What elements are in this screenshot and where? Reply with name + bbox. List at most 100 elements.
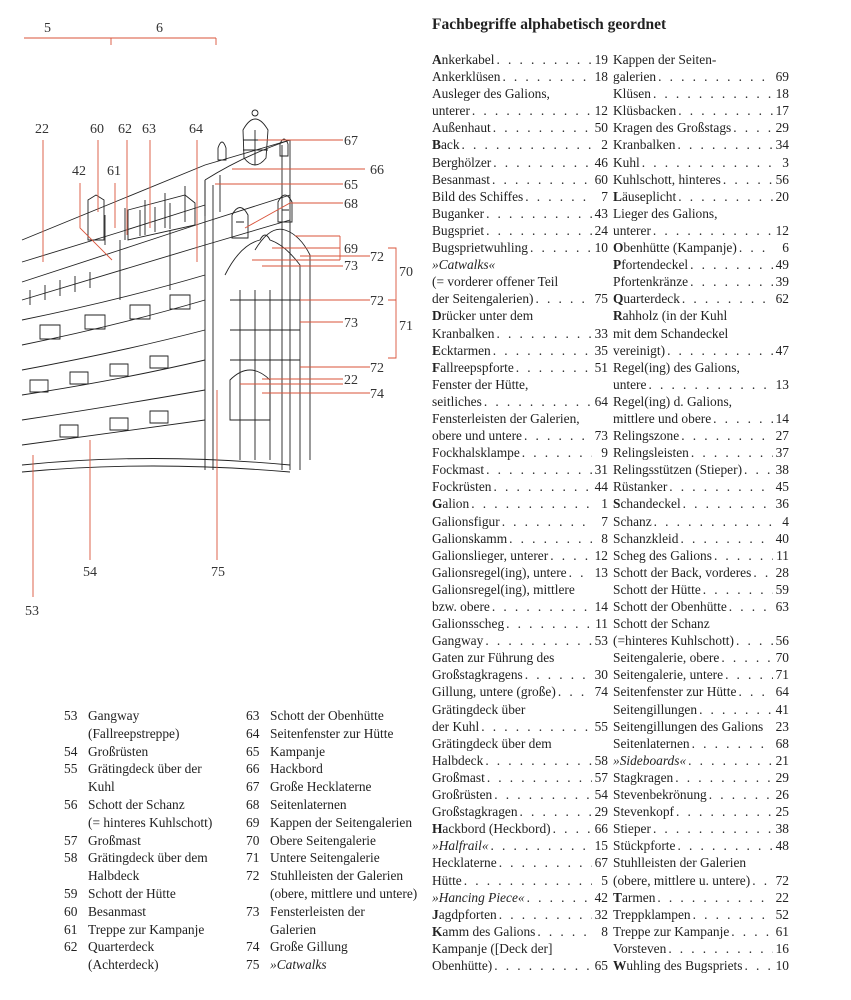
dot-leader <box>485 632 592 649</box>
dot-leader <box>725 666 773 683</box>
legend-text: Untere Seitengalerie <box>270 850 380 866</box>
glossary-entry-line: Großstagkragen 29 <box>432 803 608 820</box>
entry-term: Obenhütte (Kampanje) <box>613 240 737 256</box>
legend-item: 74 Große Gillung <box>246 938 436 956</box>
entry-number: 20 <box>775 188 789 204</box>
entry-term: (= vorderer offener Teil <box>432 274 559 290</box>
label-63: 63 <box>142 122 156 137</box>
entry-term: Berghölzer <box>432 154 492 170</box>
dot-leader <box>736 632 773 649</box>
glossary-entry-line: Schanzkleid 40 <box>613 530 789 547</box>
legend-item: (= hinteres Kuhlschott) <box>64 814 244 832</box>
label-73: 73 <box>344 259 358 274</box>
glossary-entry-line: Besanmast 60 <box>432 171 608 188</box>
entry-number: 29 <box>594 804 608 820</box>
entry-number: 67 <box>594 855 608 871</box>
entry-term: Gillung, untere (große) <box>432 684 556 700</box>
glossary-entry-line: Bugsprietwuhling 10 <box>432 239 608 256</box>
legend-number <box>64 814 88 832</box>
entry-number: 10 <box>594 240 608 256</box>
entry-number: 14 <box>594 599 608 614</box>
entry-term: Galionsregel(ing), mittlere <box>432 581 575 597</box>
glossary-entry-line: Stieper 38 <box>613 820 789 837</box>
legend-number: 68 <box>246 796 260 812</box>
legend-number: 69 <box>246 814 260 830</box>
entry-number: 7 <box>601 188 608 204</box>
entry-number: 7 <box>601 513 608 529</box>
glossary-entry-line: Kragen des Großstags 29 <box>613 119 789 136</box>
dot-leader <box>527 889 592 906</box>
glossary-entry-line: Kranbalken 34 <box>613 136 789 153</box>
entry-term: Rahholz (in der Kuhl <box>613 308 728 324</box>
entry-number: 64 <box>775 684 789 700</box>
glossary-entry-line: (=hinteres Kuhlschott) 56 <box>613 632 789 649</box>
glossary-entry-line: Gangway 53 <box>432 632 608 649</box>
entry-initial: H <box>432 821 443 837</box>
glossary-entry-line: Gillung, untere (große) 74 <box>432 683 608 700</box>
dot-leader <box>536 290 593 307</box>
glossary-entry-line: Läuseplicht 20 <box>613 188 789 205</box>
entry-term: Bugspriet <box>432 222 485 238</box>
entry-term: Hütte <box>432 872 462 888</box>
glossary-entry-line: galerien 69 <box>613 68 789 85</box>
glossary-entry-line: Schanz 4 <box>613 513 789 530</box>
entry-number: 1 <box>601 496 608 512</box>
glossary-entry-line: Pfortendeckel 49 <box>613 256 789 273</box>
glossary-entry-line: Stevenkopf 25 <box>613 803 789 820</box>
entry-term: Fockmast <box>432 462 485 478</box>
entry-number: 62 <box>775 291 789 307</box>
legend-number: 58 <box>64 850 78 866</box>
legend-number: 53 <box>64 708 78 723</box>
legend-item: 75 »Catwalks <box>246 956 436 974</box>
legend-text: Seitenlaternen <box>270 796 347 812</box>
legend-item: (obere, mittlere und untere) <box>246 885 436 903</box>
glossary-entry-line: vereinigt) 47 <box>613 342 789 359</box>
dot-leader <box>502 68 592 85</box>
legend-text: (Achterdeck) <box>88 957 159 973</box>
glossary-entry-line: Seitenlaternen 68 <box>613 735 789 752</box>
glossary-entry-line: Hackbord (Heckbord) 66 <box>432 820 608 837</box>
entry-term: Fenster der Hütte, <box>432 376 529 392</box>
entry-term: Großmast <box>432 769 485 785</box>
entry-number: 33 <box>594 325 608 341</box>
dot-leader <box>744 461 773 478</box>
entry-number: 29 <box>775 120 789 136</box>
glossary-entry-line: Großrüsten 54 <box>432 786 608 803</box>
entry-term: untere <box>613 376 647 392</box>
entry-term: Stevenkopf <box>613 804 674 820</box>
dot-leader <box>653 85 773 102</box>
entry-term: Besanmast <box>432 171 491 187</box>
glossary-entry-line: Stevenbekrönung 26 <box>613 786 789 803</box>
glossary-entry-line: Relingsstützen (Stieper) 38 <box>613 461 789 478</box>
entry-number: 13 <box>775 376 789 392</box>
entry-initial: J <box>432 906 439 922</box>
dot-leader <box>690 273 773 290</box>
entry-number: 74 <box>594 684 608 700</box>
legend-number: 60 <box>64 903 78 919</box>
dot-leader <box>753 564 773 581</box>
entry-term: Fockhalsklampe <box>432 445 520 461</box>
label-54: 54 <box>83 565 97 580</box>
legend-number: 75 <box>246 957 260 973</box>
dot-leader <box>692 735 773 752</box>
entry-number: 12 <box>594 547 608 563</box>
dot-leader <box>709 786 773 803</box>
entry-number: 73 <box>594 428 608 444</box>
entry-term: Treppe zur Kampanje <box>613 923 730 939</box>
entry-number: 15 <box>594 838 608 854</box>
glossary-entry-line: Außenhaut 50 <box>432 119 608 136</box>
entry-term: der Seitengalerien) <box>432 291 534 307</box>
glossary-entry-line: Bild des Schiffes 7 <box>432 188 608 205</box>
entry-number: 45 <box>775 479 789 495</box>
label-64: 64 <box>189 122 203 137</box>
dot-leader <box>677 136 773 153</box>
entry-number: 11 <box>776 547 789 563</box>
entry-term: Schott der Hütte <box>613 581 701 597</box>
glossary-entry-line: Großmast 57 <box>432 769 608 786</box>
legend-number <box>246 885 270 903</box>
entry-term: Relingsleisten <box>613 445 689 461</box>
entry-term: Drücker unter dem <box>432 308 534 324</box>
legend-text: Obere Seitengalerie <box>270 832 376 848</box>
legend-number: 67 <box>246 779 260 795</box>
entry-number: 52 <box>775 906 789 922</box>
